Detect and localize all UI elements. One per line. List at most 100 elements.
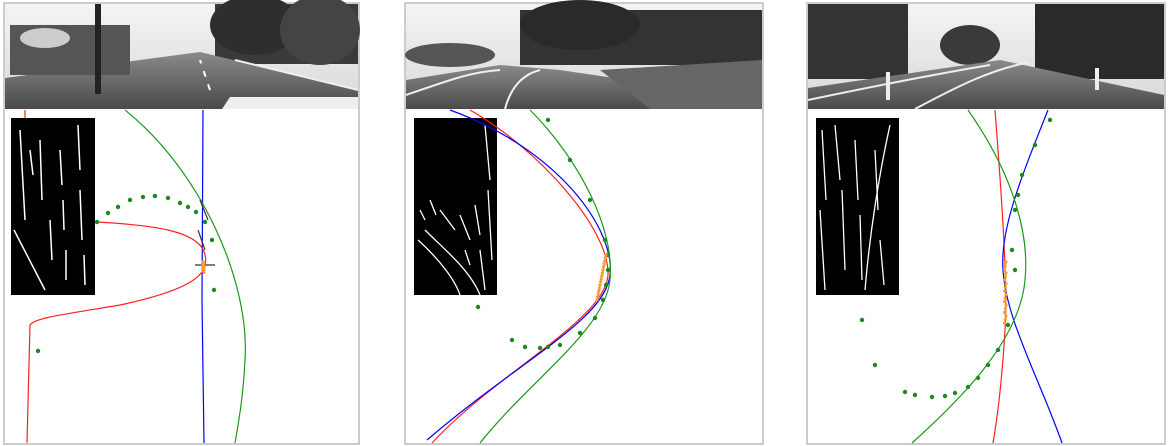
curve-green (911, 109, 1027, 444)
curve-green (124, 109, 246, 444)
point (127, 197, 133, 203)
point (193, 209, 199, 215)
edge (874, 149, 885, 286)
point (522, 344, 528, 350)
point (603, 282, 609, 288)
edge (59, 149, 67, 280)
point-orange (1003, 300, 1007, 304)
point (152, 193, 158, 199)
trees (280, 0, 360, 65)
point (952, 390, 958, 396)
edge (419, 199, 471, 266)
point-orange (599, 277, 603, 281)
point (577, 330, 583, 336)
point (985, 362, 991, 368)
truck-logo (20, 28, 70, 48)
point (1032, 142, 1038, 148)
point (211, 287, 217, 293)
point (475, 304, 481, 310)
lane-marking (405, 69, 541, 110)
road-photo (807, 4, 1164, 110)
point (859, 317, 865, 323)
point-orange (1004, 282, 1008, 286)
point (965, 384, 971, 390)
trees (210, 0, 300, 55)
lane-marking (199, 59, 211, 91)
point (140, 194, 146, 200)
point (209, 237, 215, 243)
point-orange (1004, 271, 1008, 275)
edge-lines (819, 124, 891, 291)
edge (77, 124, 86, 286)
road-photo (5, 0, 360, 109)
point-orange (1003, 285, 1007, 289)
shadow (600, 60, 762, 109)
point-orange (604, 253, 608, 257)
panel (404, 0, 764, 445)
point-orange (202, 270, 206, 275)
point-orange (597, 289, 601, 293)
panel (3, 0, 360, 445)
edge (479, 124, 493, 291)
edge (854, 139, 863, 281)
marker-lines (195, 199, 215, 266)
point (605, 267, 611, 273)
trees (520, 0, 640, 50)
point-orange (1004, 292, 1008, 296)
point (975, 375, 981, 381)
point (1012, 207, 1018, 213)
point (35, 348, 41, 354)
point-orange (1003, 267, 1007, 271)
point-orange (1003, 296, 1007, 300)
point (602, 237, 608, 243)
point-orange (596, 292, 600, 296)
point (545, 344, 551, 350)
curve-blue (201, 109, 205, 444)
road-marking (222, 97, 358, 109)
trees (1035, 4, 1164, 79)
point (545, 117, 551, 123)
point-orange (602, 262, 606, 266)
edge (39, 139, 43, 201)
point (1015, 192, 1021, 198)
post (886, 72, 890, 100)
points (35, 117, 1053, 400)
edge (424, 229, 481, 296)
point (509, 337, 515, 343)
point (177, 200, 183, 206)
point (942, 393, 948, 399)
edge (19, 129, 26, 221)
trees (940, 25, 1000, 65)
point (1009, 247, 1015, 253)
point (600, 297, 606, 303)
point (537, 345, 543, 351)
point-orange (600, 271, 605, 275)
point-orange (1003, 310, 1007, 314)
point-orange (1003, 289, 1007, 293)
point (1047, 117, 1053, 123)
point (902, 389, 908, 395)
point-orange (603, 259, 607, 263)
point (115, 204, 121, 210)
edge (29, 149, 53, 261)
road (808, 60, 1164, 109)
edge-inset (816, 118, 899, 295)
lane-marking (234, 59, 359, 91)
road-photo (405, 0, 762, 110)
point (1012, 267, 1018, 273)
edge (417, 239, 461, 296)
point (995, 347, 1001, 353)
point (592, 315, 598, 321)
edge-inset (414, 118, 497, 295)
point-orange (1003, 318, 1007, 322)
trees (808, 4, 908, 79)
point-orange (595, 298, 599, 302)
point (105, 210, 111, 216)
point (872, 362, 878, 368)
edge (13, 229, 46, 291)
point-orange (599, 280, 603, 284)
point (1019, 172, 1025, 178)
lane-marking (807, 61, 1031, 110)
